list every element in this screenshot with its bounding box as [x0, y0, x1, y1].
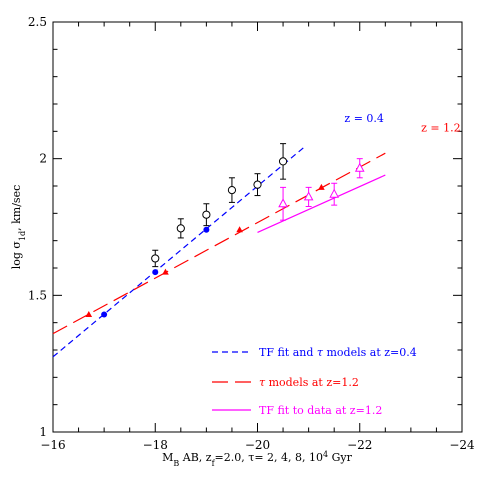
y-axis-label-rest: , km/sec	[10, 185, 23, 231]
x-tick-label: −22	[347, 438, 372, 452]
legend-label: TF fit to data at z=1.2	[259, 404, 382, 417]
data-point	[318, 183, 325, 190]
legend-label-text: models at z=0.4	[323, 346, 417, 359]
data-point	[152, 269, 159, 276]
legend-label: TF fit and τ models at z=0.4	[259, 346, 417, 359]
y-axis-label-main: log σ	[10, 241, 23, 270]
series-line-0	[52, 147, 304, 358]
annotations: z = 0.4 z = 1.2	[344, 112, 460, 135]
data-point	[303, 191, 314, 201]
data-point	[253, 180, 262, 189]
x-axis-label-part2: =2.0, τ= 2, 4, 8, 10	[215, 451, 323, 464]
x-axis-label-part3: Gyr	[328, 451, 352, 464]
data-point	[278, 198, 288, 208]
axis-ticks	[52, 21, 463, 433]
y-tick-label: 2.5	[28, 15, 47, 29]
x-tick-label: −18	[143, 438, 168, 452]
data-point	[176, 224, 185, 233]
data-point	[85, 310, 93, 317]
annotation-label: z = 1.2	[421, 121, 461, 134]
data-point	[101, 311, 108, 318]
data-point	[236, 226, 243, 233]
x-tick-label: −16	[40, 438, 65, 452]
y-axis-label-sub: 1d	[18, 231, 27, 241]
legend-label-text: TF fit to data at z=1.2	[259, 404, 382, 417]
data-point	[202, 210, 211, 219]
data-point	[151, 254, 160, 263]
y-tick-label: 2	[39, 152, 47, 166]
series-line-1	[52, 152, 386, 335]
data-point	[227, 186, 237, 195]
x-axis-label-sup: 4	[323, 450, 328, 459]
data-point	[203, 226, 210, 233]
x-axis-label-main: M	[162, 451, 173, 464]
legend-label-symbol: τ	[317, 346, 324, 359]
data-point	[354, 162, 365, 172]
x-tick-labels: −16 −18 −20 −22 −24	[40, 438, 475, 452]
series-line-2	[257, 174, 386, 234]
x-axis-label: MB AB, zf=2.0, τ= 2, 4, 8, 104 Gyr	[162, 450, 353, 468]
annotation-label: z = 0.4	[344, 112, 384, 125]
x-axis-label-sub2: f	[212, 459, 216, 468]
data-point	[162, 268, 169, 275]
y-axis-label: log σ1d, km/sec	[10, 185, 27, 270]
legend-label-text: TF fit and	[259, 346, 317, 359]
legend: TF fit and τ models at z=0.4τ models at …	[212, 346, 417, 417]
y-tick-label: 1.5	[28, 288, 47, 302]
y-tick-label: 1	[39, 425, 47, 439]
x-tick-label: −20	[245, 438, 270, 452]
series-lines	[52, 147, 386, 358]
data-point	[278, 157, 288, 166]
series-points	[85, 143, 365, 318]
x-axis-label-part1: AB, z	[179, 451, 212, 464]
plot-frame	[52, 21, 463, 433]
y-tick-labels: 1 1.5 2 2.5	[28, 15, 47, 439]
legend-label-text: models at z=1.2	[265, 376, 359, 389]
legend-label-symbol: τ	[259, 376, 266, 389]
x-axis-label-sub: B	[173, 459, 179, 468]
data-point	[329, 188, 340, 198]
legend-label: τ models at z=1.2	[259, 376, 359, 389]
x-tick-label: −24	[449, 438, 475, 452]
